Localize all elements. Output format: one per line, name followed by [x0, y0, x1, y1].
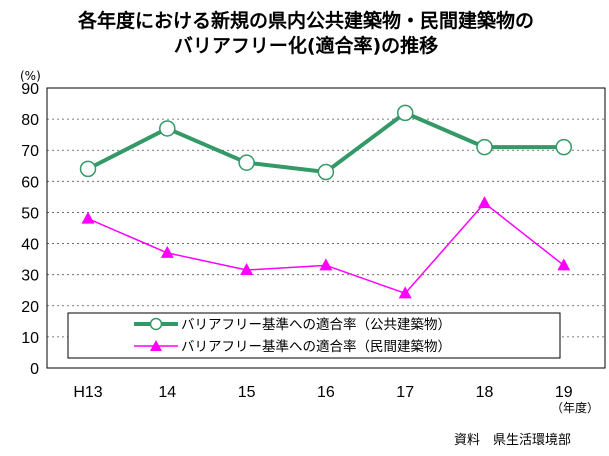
data-point: [81, 211, 95, 224]
data-point: [240, 263, 254, 275]
x-tick-label: 18: [476, 384, 494, 401]
data-point: [557, 258, 571, 271]
data-point: [159, 120, 176, 137]
series-line-0: [87, 110, 564, 174]
data-point: [555, 138, 573, 156]
legend-marker-public: [149, 317, 163, 331]
y-unit-label: (%): [20, 69, 41, 83]
x-tick-label: 15: [238, 384, 256, 401]
data-point: [478, 196, 491, 209]
x-tick-label: 19: [555, 384, 573, 401]
data-point: [396, 104, 414, 122]
source-note: 資料 県生活環境部: [454, 433, 571, 448]
legend: バリアフリー基準への適合率（公共建築物） バリアフリー基準への適合率（民間建築物…: [67, 312, 561, 359]
x-tick-label: 17: [396, 384, 414, 401]
y-tick-label: 0: [30, 361, 39, 378]
x-tick-label: H13: [73, 384, 102, 401]
data-point: [238, 154, 255, 171]
plot-area: [46, 87, 606, 369]
y-tick-label: 70: [21, 143, 39, 160]
x-tick-label: 14: [158, 384, 176, 401]
series-layer: [79, 104, 573, 299]
y-axis: 0 10 20 30 40 50 60 70 80 90: [21, 81, 39, 378]
data-point: [160, 245, 174, 258]
x-tick-label: 16: [317, 384, 335, 401]
x-axis: H13 14 15 16 17 18 19: [73, 384, 572, 401]
data-point: [476, 138, 493, 156]
data-point: [319, 258, 333, 271]
series-line-1: [87, 202, 565, 295]
data-point: [79, 160, 97, 178]
data-point: [317, 163, 335, 181]
y-tick-label: 10: [21, 330, 39, 347]
data-point: [398, 286, 412, 299]
x-unit-label: （年度）: [551, 400, 599, 415]
y-tick-label: 40: [21, 237, 39, 254]
y-tick-label: 60: [21, 174, 39, 191]
chart-title-line2: バリアフリー化(適合率)の推移: [174, 34, 438, 57]
y-tick-label: 90: [21, 81, 39, 98]
legend-marker-private: [150, 340, 162, 351]
legend-label-public: バリアフリー基準への適合率（公共建築物）: [181, 316, 451, 333]
y-tick-label: 80: [21, 112, 39, 129]
chart-title: 各年度における新規の県内公共建築物・民間建築物の: [77, 9, 534, 32]
legend-box: [67, 312, 561, 359]
y-tick-label: 50: [21, 205, 39, 222]
y-tick-label: 20: [21, 299, 39, 316]
legend-label-private: バリアフリー基準への適合率（民間建築物）: [181, 338, 451, 355]
y-tick-label: 30: [21, 268, 39, 285]
grid: [47, 118, 605, 338]
